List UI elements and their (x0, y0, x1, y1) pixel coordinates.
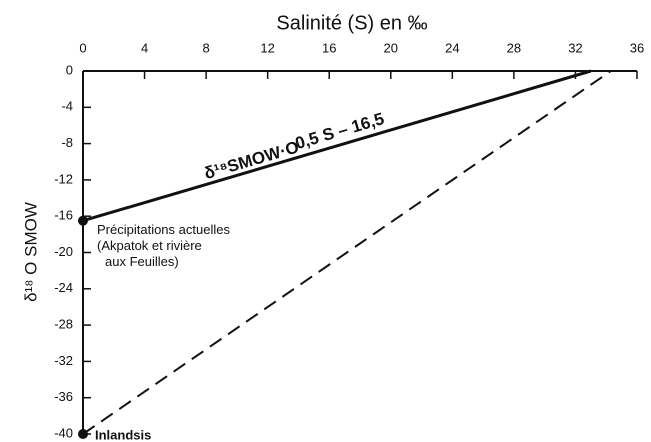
point (78, 215, 88, 226)
x-tick-label: 12 (260, 40, 274, 55)
point (78, 429, 88, 439)
x-tick-label: 24 (445, 40, 459, 55)
y-tick-label: -28 (54, 317, 73, 332)
series-line (82, 70, 612, 435)
y-tick-label: 0 (66, 62, 73, 77)
y-tick-label: -8 (61, 135, 73, 150)
x-tick-label: 16 (322, 40, 336, 55)
y-tick-label: -36 (54, 389, 73, 404)
y-tick-label: -4 (61, 99, 73, 114)
x-tick-label: 0 (79, 40, 86, 55)
x-tick-label: 8 (202, 40, 209, 55)
y-tick-label: -32 (54, 353, 73, 368)
y-tick-label: -40 (54, 425, 73, 440)
point-label: (Akpatok et rivière (97, 238, 202, 253)
point-label: Précipitations actuelles (97, 222, 230, 237)
x-tick-label: 4 (141, 40, 148, 55)
point-label: Inlandsis (95, 427, 151, 442)
series-line (82, 69, 592, 223)
x-tick-label: 36 (630, 40, 644, 55)
x-tick-label: 28 (507, 40, 521, 55)
x-axis-label: Salinité (S) en ‰ (276, 12, 427, 34)
y-axis-label: δ¹⁸ O SMOW (21, 202, 40, 302)
x-tick-label: 20 (384, 40, 398, 55)
y-tick-label: -12 (54, 171, 73, 186)
y-tick-label: -20 (54, 244, 73, 259)
point-label: aux Feuilles) (105, 254, 179, 269)
y-tick-label: -16 (54, 208, 73, 223)
y-tick-label: -24 (54, 280, 73, 295)
x-tick-label: 32 (568, 40, 582, 55)
